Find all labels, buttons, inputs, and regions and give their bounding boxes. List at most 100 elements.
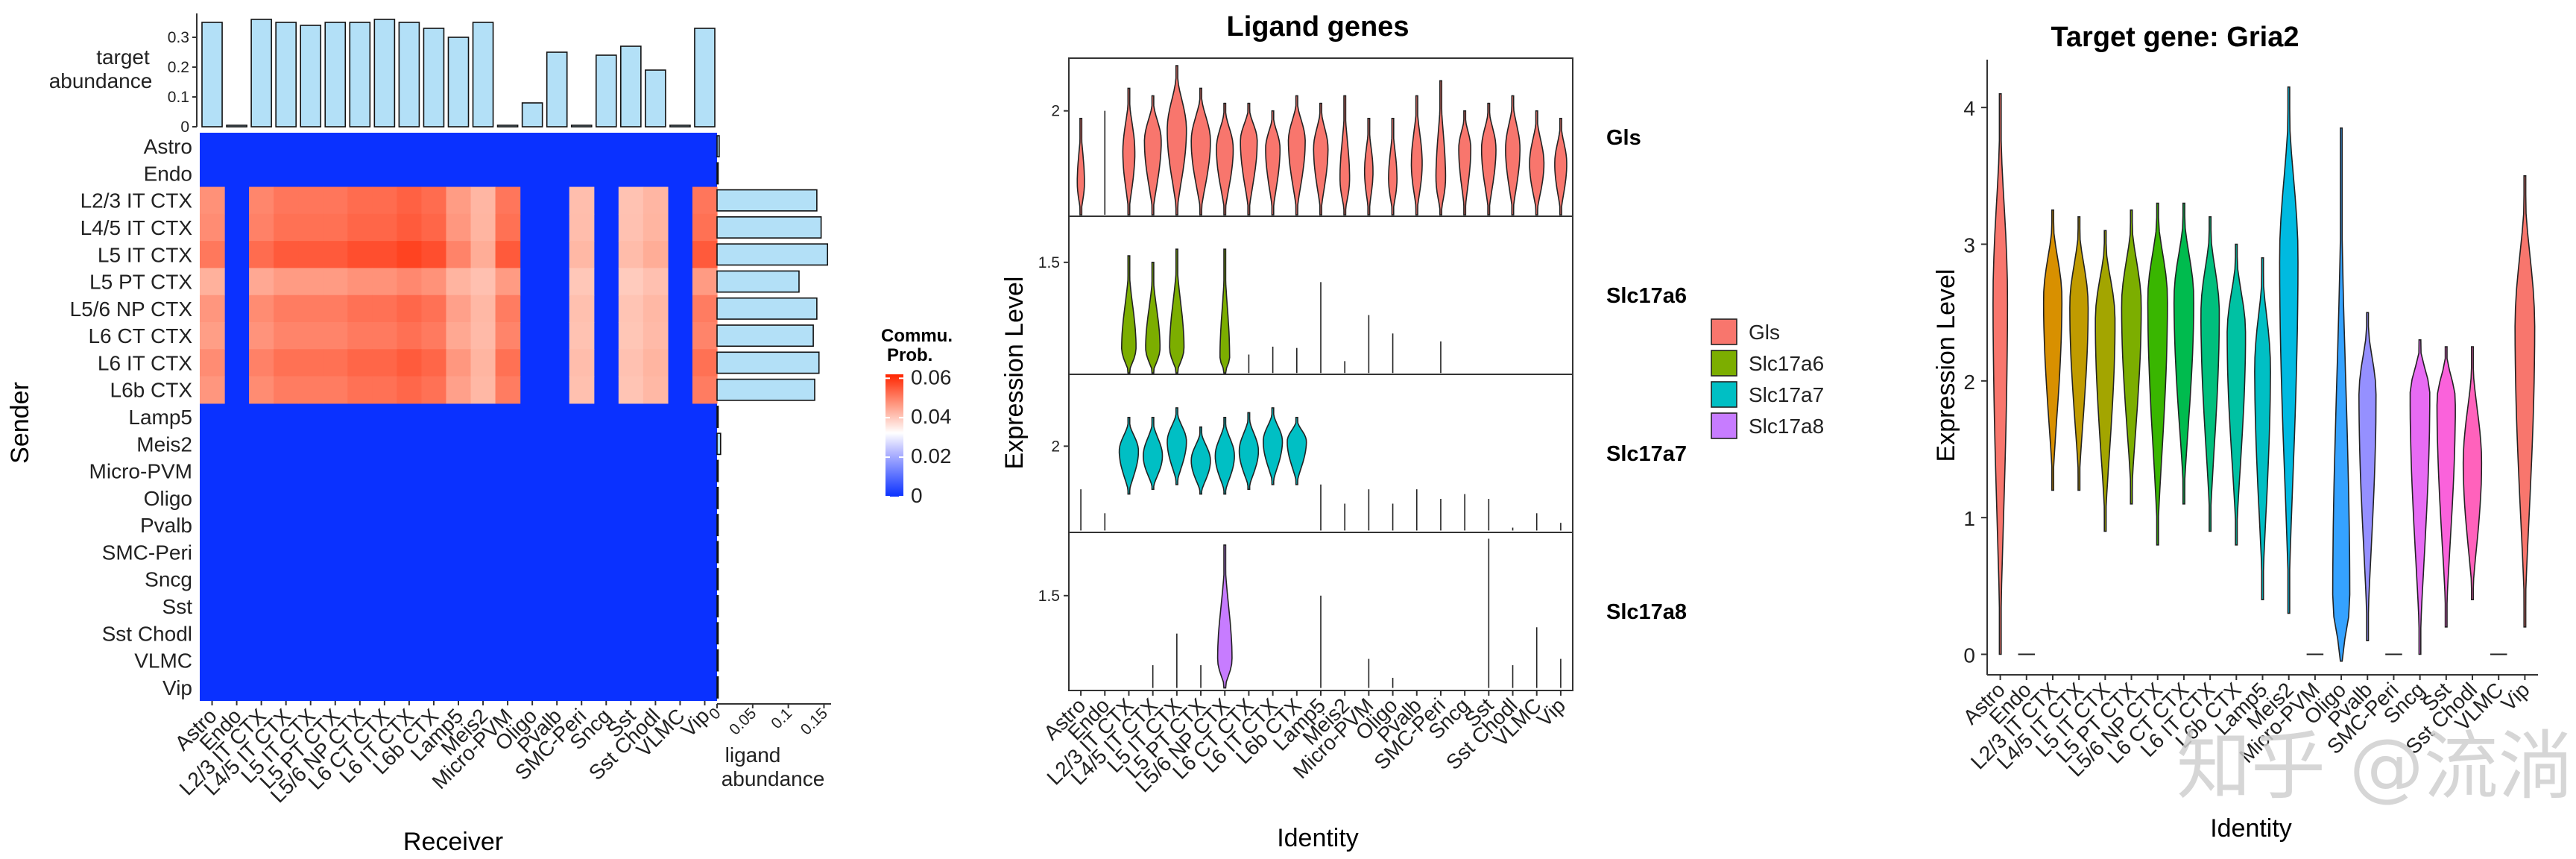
heatmap-cell-l4-5-it-ctx-to-smc-peri (569, 213, 595, 242)
ligand-strip-label-slc17a8: Slc17a8 (1606, 600, 1687, 624)
target-violin-l5-it-ctx (2094, 230, 2116, 532)
heatmap-cell-l4-5-it-ctx-to-vip (692, 213, 718, 242)
target-abundance-bar-l6b-ctx (423, 28, 445, 128)
legend-swatch-slc17a6 (1711, 350, 1737, 377)
heatmap-cell-l4-5-it-ctx-to-lamp5 (446, 213, 472, 242)
colorbar-title-line1: Commu. (881, 326, 953, 346)
ligand-violin-gls-vip (1554, 117, 1568, 215)
heatmap-cell-l5-it-ctx-to-meis2 (470, 241, 496, 269)
target-abundance-bar-lamp5 (447, 37, 470, 128)
ligand-violin-gls-lamp5 (1313, 102, 1329, 215)
heatmap-cell-l2-3-it-ctx-to-l6b-ctx (421, 186, 447, 215)
heatmap-cell-l6-ct-ctx-to-l6-ct-ctx (372, 322, 397, 350)
heatmap-cell-l6-ct-ctx-to-l5-6-np-ctx (347, 322, 373, 350)
heatmap-cell-l4-5-it-ctx-to-l6-it-ctx (397, 213, 423, 242)
heatmap-cell-l6-ct-ctx-to-astro (200, 322, 225, 350)
target-abundance-label-line2: abundance (49, 69, 153, 92)
target-abundance-bar-sst (620, 45, 642, 128)
ligand-panel-slc17a7: 2 Slc17a7 (1051, 374, 1687, 533)
heatmap-cell-l5-it-ctx-to-l6-ct-ctx (372, 241, 397, 269)
heatmap-cell-l6b-ctx-to-astro (200, 376, 225, 404)
colorbar-gradient (886, 374, 903, 497)
colorbar-ticks: 0.06 0.04 0.02 0 (886, 365, 952, 507)
sender-label-astro: Astro (144, 135, 192, 158)
ligand-x-label-vip: Vip (1532, 693, 1570, 731)
heatmap-cell-l6-it-ctx-to-l6-ct-ctx (372, 349, 397, 377)
target-abundance-bar-micro-pvm (496, 125, 519, 128)
heatmap-cell-l5-6-np-ctx-to-l5-6-np-ctx (347, 295, 373, 323)
heatmap-cell-l5-6-np-ctx-to-l6-it-ctx (397, 295, 423, 323)
heatmap-cell-l6b-ctx-to-lamp5 (446, 376, 472, 404)
heatmap-cell-l4-5-it-ctx-to-micro-pvm (495, 213, 521, 242)
ligand-violin-gls-vlmc (1529, 110, 1545, 215)
ligand-abundance-bar-astro (716, 135, 720, 158)
heatmap-cell-l6-it-ctx-to-l4-5-it-ctx (274, 349, 299, 377)
ligand-violin-slc17a6-l5-it-ctx (1169, 248, 1185, 374)
target-violin-astro (1992, 92, 2009, 655)
colorbar-tick-label-2: 0.02 (911, 444, 952, 468)
sender-label-l5-pt-ctx: L5 PT CTX (89, 271, 192, 294)
sender-label-l5-it-ctx: L5 IT CTX (98, 243, 192, 266)
target-abundance-bar-l5-6-np-ctx (349, 22, 371, 128)
ligand-slc17a7-ytick-label-0: 2 (1051, 438, 1060, 455)
ligand-gls-ytick-label-0: 2 (1051, 103, 1060, 120)
heatmap-cell-l6-ct-ctx-to-meis2 (470, 322, 496, 350)
heatmap-cell-l4-5-it-ctx-to-l5-6-np-ctx (347, 213, 373, 242)
heatmap-cell-l6-it-ctx-to-micro-pvm (495, 349, 521, 377)
target-abundance-bar-astro (201, 22, 223, 128)
heatmap-cell-l5-it-ctx-to-micro-pvm (495, 241, 521, 269)
ligand-violin-gls-l5-it-ctx (1167, 65, 1187, 215)
target-abundance-bar-l2-3-it-ctx (250, 19, 272, 128)
target-abundance-bars (201, 19, 716, 128)
heatmap-cell-l2-3-it-ctx-to-micro-pvm (495, 186, 521, 215)
ligand-abundance-bar-l2-3-it-ctx (716, 189, 818, 212)
sender-label-endo: Endo (144, 162, 192, 185)
heatmap-cell-l6b-ctx-to-l6b-ctx (421, 376, 447, 404)
heatmap-cell-l6b-ctx-to-micro-pvm (495, 376, 521, 404)
target-panel-title: Target gene: Gria2 (2051, 22, 2299, 53)
ligand-abundance-bar-l6b-ctx (716, 378, 815, 401)
target-violin-meis2 (2279, 86, 2299, 614)
target-violin-plot: 0 1 2 3 4 (1963, 60, 2538, 676)
heatmap-cell-l6b-ctx-to-l5-pt-ctx (323, 376, 348, 404)
target-violin-sst (2436, 346, 2456, 628)
ligand-strip-label-gls: Gls (1606, 126, 1641, 150)
heatmap-cell-l5-pt-ctx-to-l5-pt-ctx (323, 268, 348, 296)
colorbar-legend: Commu. Prob. 0.06 0.04 0.02 0 (881, 326, 953, 507)
ligand-violin-gls-micro-pvm (1363, 117, 1374, 215)
heatmap-cell-l2-3-it-ctx-to-vip (692, 186, 718, 215)
heatmap-cell-l5-it-ctx-to-sst (618, 241, 644, 269)
heatmap-cell-l4-5-it-ctx-to-sst-chodl (643, 213, 669, 242)
heatmap-cell-l6-ct-ctx-to-sst (618, 322, 644, 350)
ligand-abundance-bar-pvalb (716, 514, 719, 537)
ligand-violin-slc17a7-l2-3-it-ctx (1118, 416, 1140, 495)
ligand-violin-slc17a7-l6-ct-ctx (1238, 412, 1260, 490)
heatmap-cell-l6-ct-ctx-to-l6b-ctx (421, 322, 447, 350)
sender-label-meis2: Meis2 (136, 432, 192, 456)
heatmap-cell-l5-it-ctx-to-lamp5 (446, 241, 472, 269)
heatmap-cell-l6-it-ctx-to-astro (200, 349, 225, 377)
target-ytick-label-2: 2 (1963, 371, 1975, 394)
target-violin-lamp5 (2254, 257, 2271, 600)
heatmap-cell-l5-it-ctx-to-l4-5-it-ctx (274, 241, 299, 269)
ligand-abundance-bar-l6-ct-ctx (716, 324, 814, 347)
ligand-abundance-tick-label-1: 0.05 (726, 705, 760, 738)
ligand-violin-gls-oligo (1388, 117, 1398, 215)
heatmap-cell-l6-it-ctx-to-l6b-ctx (421, 349, 447, 377)
heatmap-cell-l6-ct-ctx-to-l4-5-it-ctx (274, 322, 299, 350)
target-violin-pvalb (2358, 312, 2377, 641)
ligand-panel-slc17a6: 1.5 Slc17a6 (1038, 215, 1687, 375)
ligand-abundance-bar-smc-peri (716, 541, 719, 564)
heatmap-cell-l6-it-ctx-to-l5-pt-ctx (323, 349, 348, 377)
ligand-slc17a8-ytick-label-0: 1.5 (1038, 588, 1060, 605)
sender-label-smc-peri: SMC-Peri (102, 541, 192, 564)
heatmap-cell-l5-pt-ctx-to-lamp5 (446, 268, 472, 296)
heatmap-cell-l5-it-ctx-to-astro (200, 241, 225, 269)
target-ytick-label-1: 1 (1963, 507, 1975, 530)
watermark: 知乎 @流淌岁月 (2176, 723, 2576, 810)
ligand-abundance-bars (716, 135, 829, 699)
ligand-violin-gls-l6-ct-ctx (1240, 102, 1258, 215)
heatmap-cell-l2-3-it-ctx-to-l2-3-it-ctx (249, 186, 274, 215)
heatmap-cell-l2-3-it-ctx-to-sst-chodl (643, 186, 669, 215)
heatmap-cell-l6b-ctx-to-l5-6-np-ctx (347, 376, 373, 404)
